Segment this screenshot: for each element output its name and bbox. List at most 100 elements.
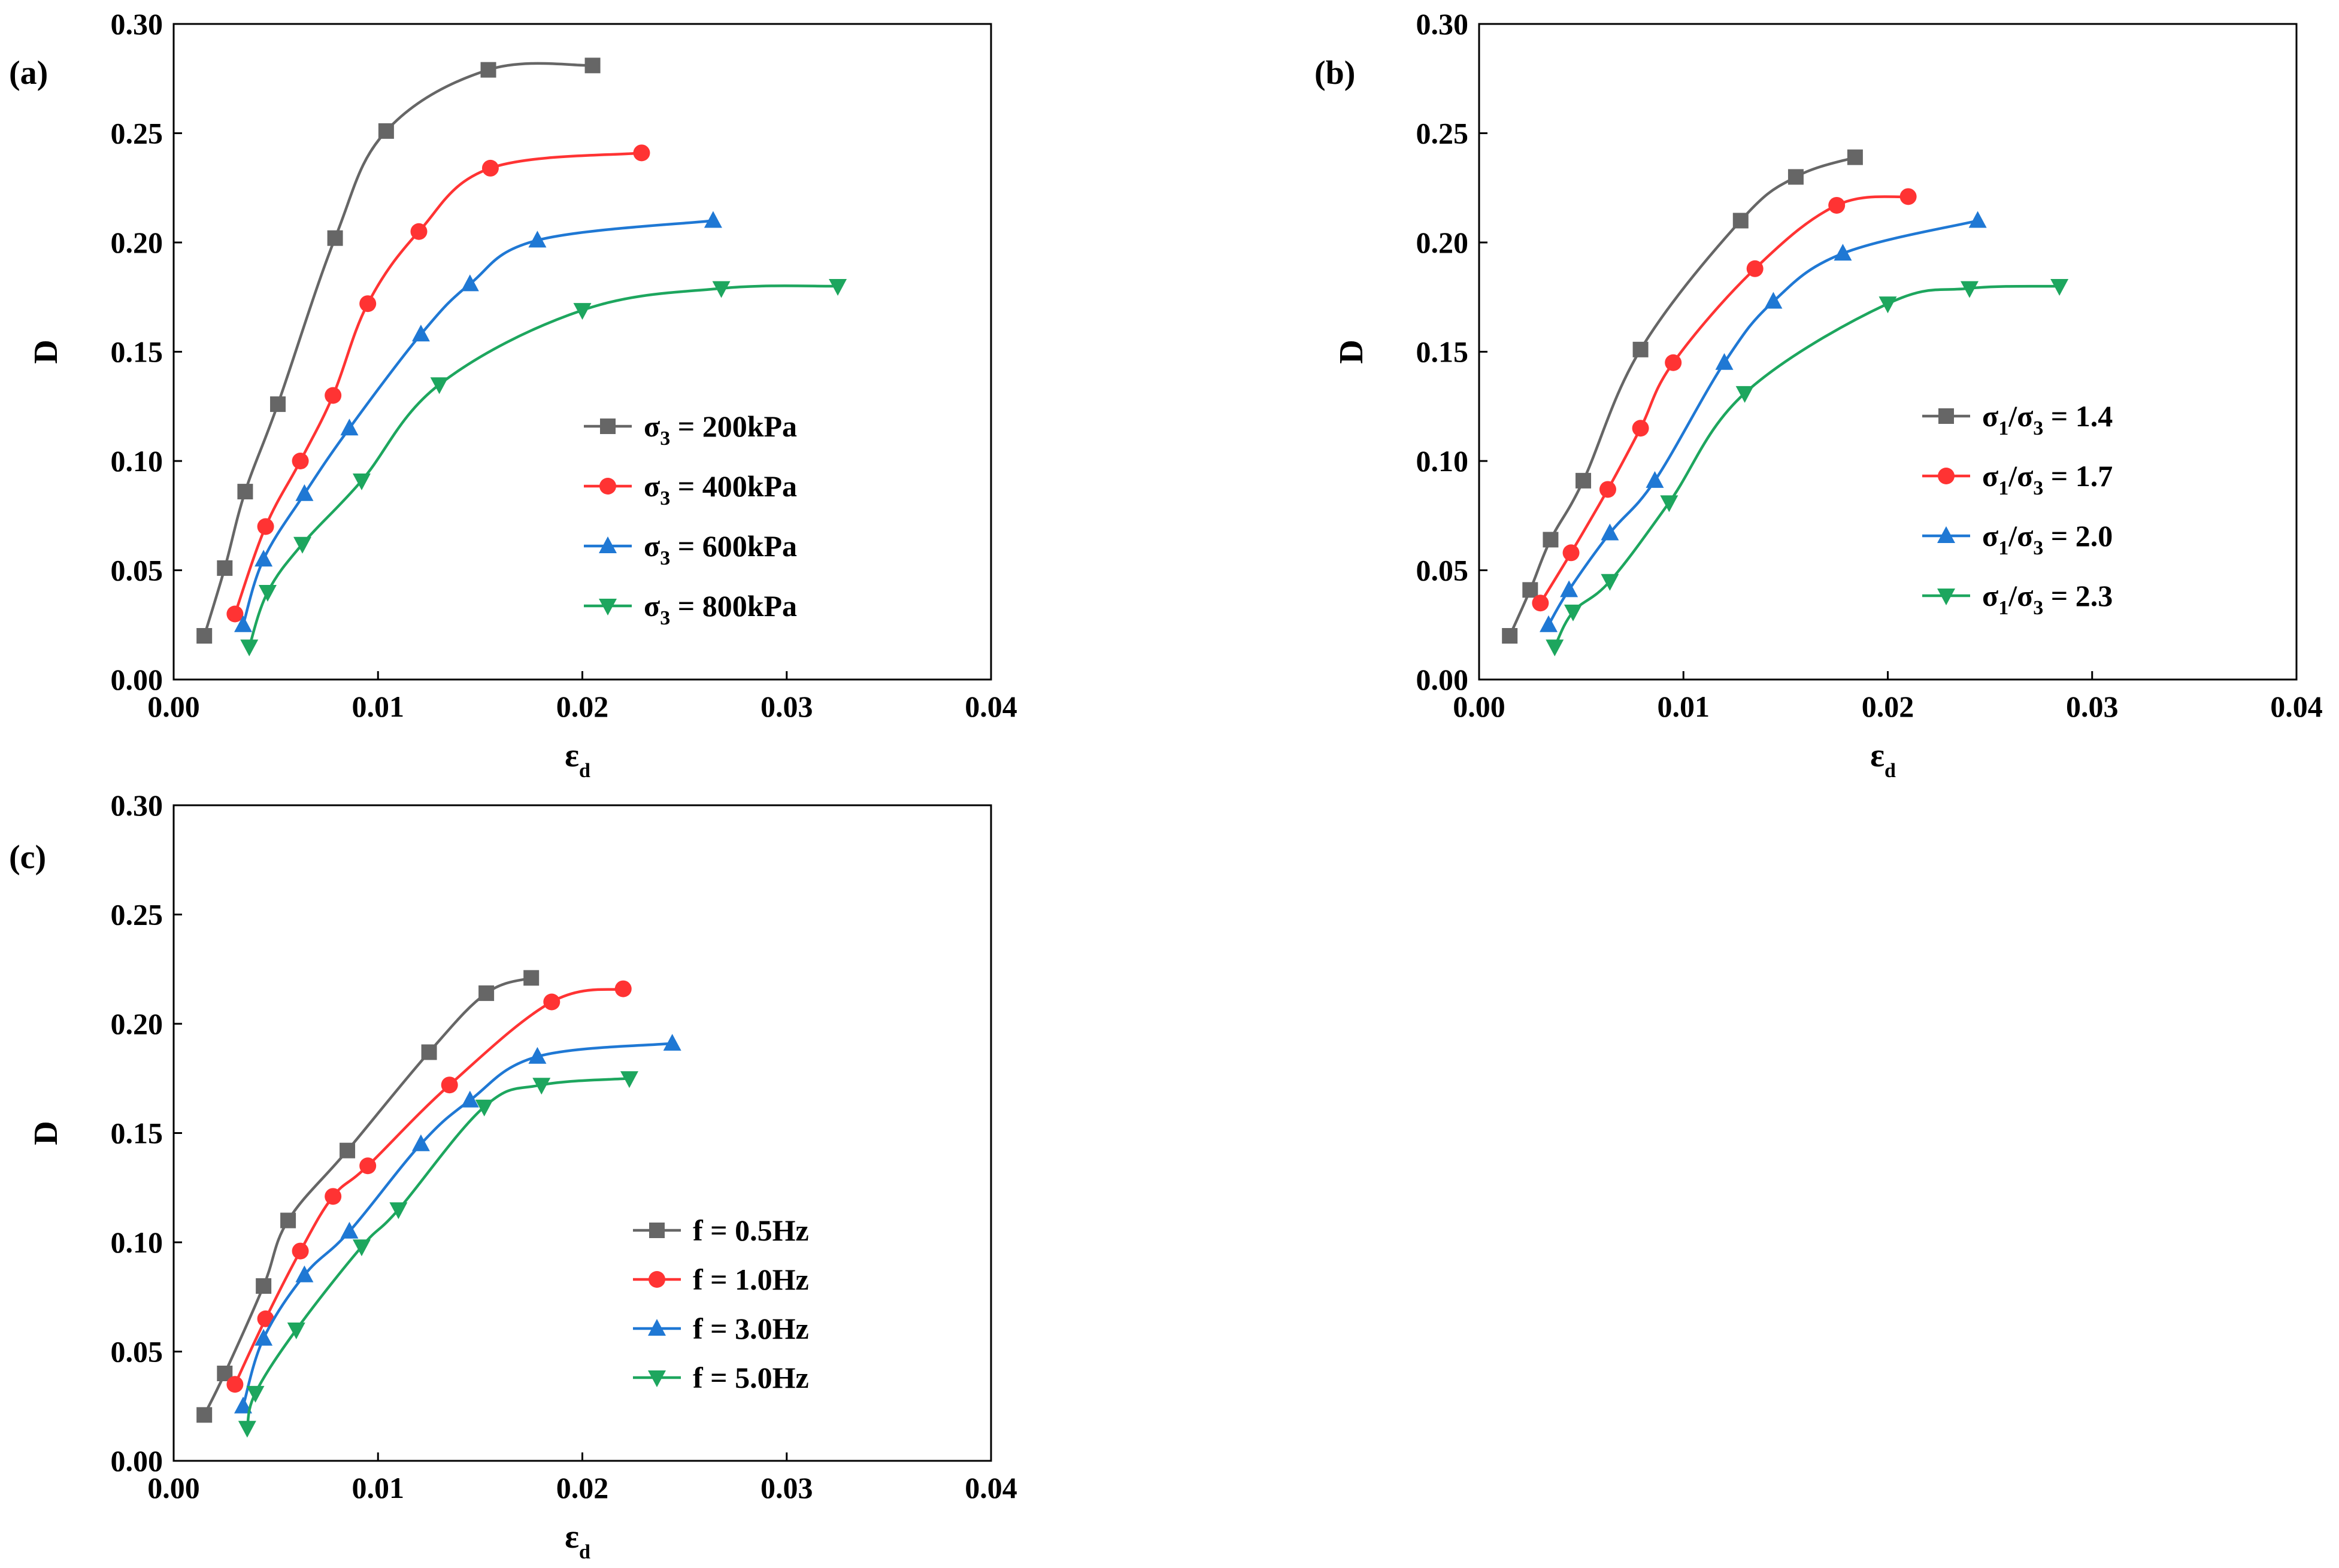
series-2 xyxy=(226,144,650,623)
legend-marker xyxy=(1937,526,1955,543)
data-point xyxy=(1715,353,1734,370)
data-point xyxy=(240,639,259,657)
legend-subscript: 3 xyxy=(2033,537,2043,559)
legend-item: σ1/σ3 = 2.3 xyxy=(1922,579,2113,619)
data-point xyxy=(1522,582,1538,598)
data-point xyxy=(1564,604,1582,621)
legend-text-part: f = 3.0Hz xyxy=(693,1312,809,1345)
data-point xyxy=(441,1076,458,1094)
y-tick-label: 0.15 xyxy=(111,1117,163,1150)
legend-text-part: = 2.3 xyxy=(2043,579,2113,612)
legend-subscript: 3 xyxy=(660,427,670,450)
y-tick-label: 0.15 xyxy=(1416,335,1469,369)
data-point xyxy=(481,159,499,177)
legend-text-part: = 200kPa xyxy=(670,410,797,443)
legend-marker xyxy=(649,1271,665,1288)
data-point xyxy=(238,1421,256,1438)
legend-text-part: σ xyxy=(1982,459,1998,493)
legend-marker xyxy=(1938,408,1954,424)
legend-subscript: 1 xyxy=(1998,597,2008,619)
series-line xyxy=(203,62,593,636)
data-point xyxy=(1787,169,1804,185)
data-point xyxy=(1601,574,1619,591)
data-point xyxy=(340,418,359,436)
data-point xyxy=(528,1047,547,1064)
data-point xyxy=(270,396,286,413)
data-point xyxy=(1601,523,1619,541)
data-point xyxy=(1599,481,1616,498)
data-point xyxy=(475,1099,493,1117)
panel-label: (a) xyxy=(9,54,48,92)
data-point xyxy=(257,1310,274,1327)
data-point xyxy=(532,1078,551,1095)
data-point xyxy=(1632,341,1649,357)
series-line xyxy=(1553,284,2060,648)
legend-text-part: f = 1.0Hz xyxy=(693,1263,809,1296)
legend-item: σ3 = 800kPa xyxy=(584,589,797,629)
legend-text-part: = 800kPa xyxy=(670,589,797,623)
series-line xyxy=(1547,219,1979,626)
x-tick-label: 0.02 xyxy=(1862,690,1914,723)
data-point xyxy=(196,628,213,644)
legend-marker xyxy=(599,478,616,495)
data-point xyxy=(352,473,371,490)
data-point xyxy=(217,560,233,576)
data-point xyxy=(1576,472,1592,489)
data-point xyxy=(359,1157,377,1175)
y-tick-label: 0.25 xyxy=(111,898,163,932)
legend-text-part: σ xyxy=(644,469,660,503)
data-point xyxy=(573,303,592,320)
legend-text-part: = 1.7 xyxy=(2043,459,2113,493)
legend-item: f = 1.0Hz xyxy=(633,1263,809,1296)
data-point xyxy=(292,1242,309,1260)
legend-text-part: /σ xyxy=(2008,459,2033,493)
x-axis-title: εd xyxy=(1870,737,1896,782)
legend-text-part: = 1.4 xyxy=(2043,399,2113,433)
legend-text-part: = 400kPa xyxy=(670,469,797,503)
x-axis-title-sub: d xyxy=(579,1541,590,1563)
y-tick-label: 0.25 xyxy=(111,117,163,150)
series-line xyxy=(241,219,714,626)
data-point xyxy=(359,295,377,313)
legend-label: σ1/σ3 = 2.3 xyxy=(1982,579,2113,619)
legend-item: σ3 = 600kPa xyxy=(584,529,797,569)
data-point xyxy=(1532,595,1549,612)
x-tick-label: 0.03 xyxy=(761,1471,813,1505)
data-point xyxy=(1560,580,1578,598)
series-1 xyxy=(1502,149,1863,644)
data-point xyxy=(460,1090,479,1108)
legend-text-part: σ xyxy=(1982,519,1998,553)
legend-subscript: 3 xyxy=(2033,417,2043,439)
legend-text-part: /σ xyxy=(2008,399,2033,433)
series-line xyxy=(1539,195,1908,604)
data-point xyxy=(620,1071,638,1088)
data-point xyxy=(633,144,650,162)
data-point xyxy=(1540,615,1558,632)
data-point xyxy=(378,123,394,139)
legend-marker xyxy=(649,1223,665,1238)
legend-label: σ3 = 200kPa xyxy=(644,410,797,450)
series-line xyxy=(203,976,532,1416)
x-tick-label: 0.00 xyxy=(1453,690,1505,723)
y-tick-label: 0.20 xyxy=(1416,226,1469,259)
data-point xyxy=(234,615,253,632)
legend-subscript: 3 xyxy=(2033,597,2043,619)
data-point xyxy=(257,518,274,535)
data-point xyxy=(411,324,430,342)
series-3 xyxy=(234,1033,681,1414)
data-point xyxy=(1562,544,1580,562)
legend-label: f = 5.0Hz xyxy=(693,1361,809,1394)
legend-item: f = 0.5Hz xyxy=(633,1214,809,1247)
x-tick-label: 0.03 xyxy=(2066,690,2119,723)
data-point xyxy=(1502,628,1518,644)
data-point xyxy=(528,231,547,248)
data-point xyxy=(1968,211,1987,228)
chart-panel-a: 0.00 0.01 0.02 0.03 0.04 0.00 0.05 0.10 0.15 0.20… xyxy=(9,7,1017,782)
x-tick-label: 0.04 xyxy=(965,690,1017,723)
series-line xyxy=(241,1042,672,1407)
legend-item: σ1/σ3 = 1.7 xyxy=(1922,459,2113,499)
legend-marker xyxy=(599,536,617,553)
data-point xyxy=(1665,354,1682,371)
data-point xyxy=(226,605,244,623)
legend-label: f = 3.0Hz xyxy=(693,1312,809,1345)
